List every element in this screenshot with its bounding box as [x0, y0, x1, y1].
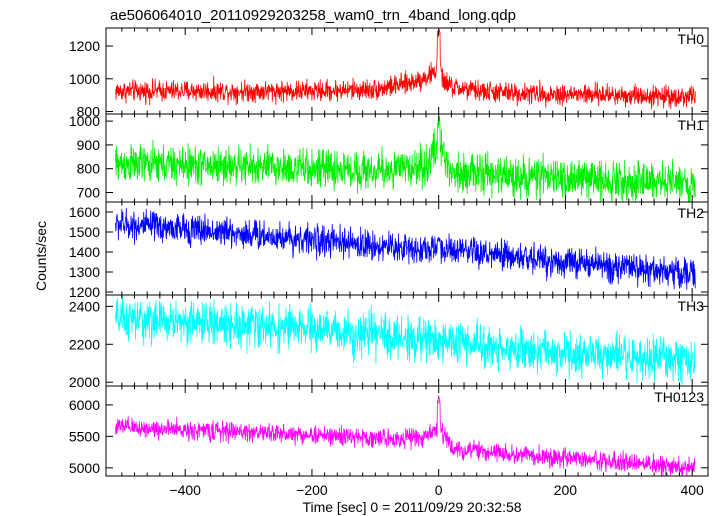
x-tick-label: 0: [435, 482, 443, 498]
panel-label-th3: TH3: [678, 298, 705, 314]
panel-label-th2: TH2: [678, 205, 705, 221]
y-tick-label: 2000: [69, 374, 100, 390]
y-tick-label: 1200: [69, 284, 100, 300]
y-tick-label: 5500: [69, 428, 100, 444]
series-line-th0123: [115, 394, 696, 476]
panel-label-th0123: TH0123: [654, 389, 704, 405]
y-tick-label: 1300: [69, 264, 100, 280]
x-axis-label: Time [sec] 0 = 2011/09/29 20:32:58: [302, 499, 521, 515]
x-tick-label: −200: [296, 482, 328, 498]
y-tick-label: 1000: [69, 71, 100, 87]
x-tick-label: 400: [680, 482, 704, 498]
y-tick-label: 800: [77, 161, 101, 177]
series-line-th0: [115, 28, 696, 110]
y-tick-label: 1200: [69, 38, 100, 54]
x-tick-label: −400: [169, 482, 201, 498]
y-tick-label: 5000: [69, 460, 100, 476]
y-tick-label: 2400: [69, 298, 100, 314]
x-tick-label: 200: [554, 482, 578, 498]
y-tick-label: 2200: [69, 336, 100, 352]
panel-frame-th0123: [105, 385, 709, 477]
y-axis-label: Counts/sec: [33, 221, 49, 291]
figure-title: ae506064010_20110929203258_wam0_trn_4ban…: [110, 7, 516, 24]
y-tick-label: 800: [77, 104, 101, 120]
y-tick-label: 1400: [69, 244, 100, 260]
series-line-th1: [115, 116, 696, 202]
series-line-th3: [115, 295, 696, 385]
y-tick-label: 1000: [69, 113, 100, 129]
series-line-th2: [115, 207, 696, 290]
y-tick-label: 6000: [69, 397, 100, 413]
panel-label-th1: TH1: [678, 117, 705, 133]
y-tick-label: 1500: [69, 224, 100, 240]
panel-label-th0: TH0: [678, 31, 705, 47]
y-tick-label: 700: [77, 184, 101, 200]
y-tick-label: 900: [77, 137, 101, 153]
y-tick-label: 1600: [69, 204, 100, 220]
